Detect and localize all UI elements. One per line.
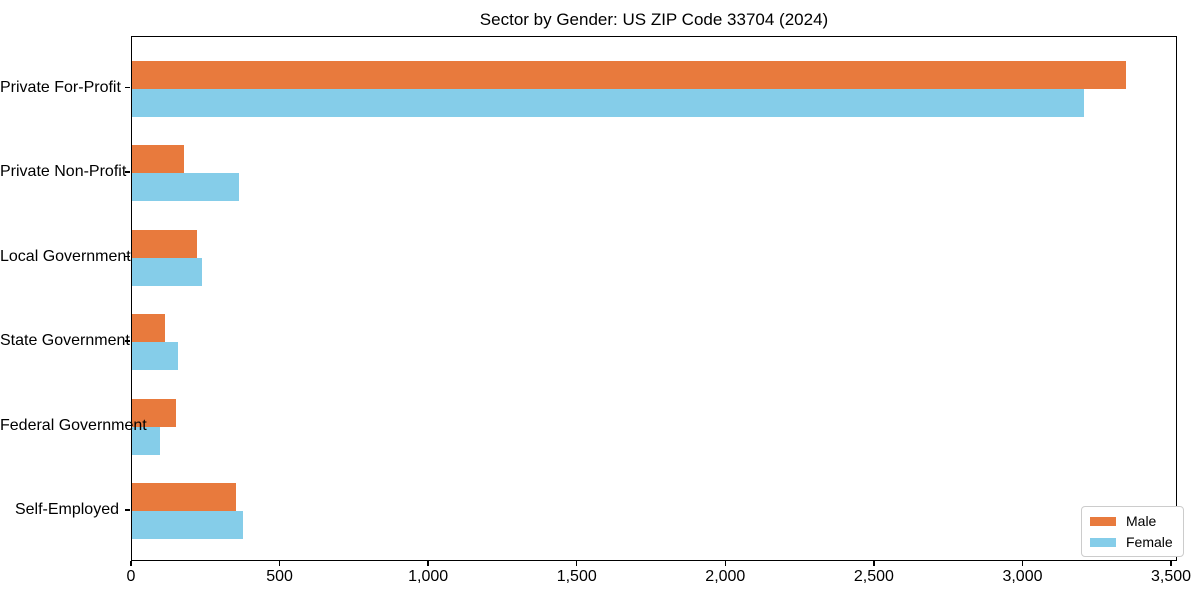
y-tick-mark	[125, 424, 130, 427]
x-tick-mark	[278, 561, 281, 566]
bar-female-1	[132, 173, 239, 201]
bar-female-5	[132, 511, 244, 539]
y-tick-mark	[125, 340, 130, 342]
x-tick-label: 3,000	[1002, 568, 1043, 585]
y-tick-mark	[125, 171, 130, 173]
legend-label-male: Male	[1126, 513, 1157, 529]
bar-female-3	[132, 342, 178, 370]
bar-male-3	[132, 314, 165, 342]
y-category-label: Private For-Profit	[0, 78, 121, 96]
chart-title: Sector by Gender: US ZIP Code 33704 (202…	[479, 10, 829, 29]
x-tick-mark	[130, 561, 132, 566]
x-tick-label: 1,000	[408, 568, 449, 585]
bar-male-1	[132, 145, 184, 173]
female-color-swatch	[1090, 537, 1116, 547]
y-category-label: Federal Government	[0, 416, 147, 434]
bar-male-0	[132, 60, 1126, 89]
y-category-label: Self-Employed	[14, 501, 119, 518]
male-color-swatch	[1090, 516, 1116, 526]
x-tick-label: 1,500	[556, 568, 597, 585]
x-tick-mark	[427, 561, 429, 566]
y-tick-mark	[125, 86, 130, 89]
x-tick-label: 2,000	[705, 568, 746, 585]
bar-female-2	[132, 257, 202, 286]
bar-male-2	[132, 229, 198, 258]
x-tick-mark	[1170, 561, 1172, 566]
legend-item-female: Female	[1090, 534, 1173, 550]
legend: Male Female	[1081, 506, 1184, 557]
x-tick-mark	[575, 561, 578, 566]
y-category-label: Private Non-Profit	[0, 163, 127, 180]
y-category-label: State Government	[0, 332, 130, 349]
x-tick-mark	[724, 561, 727, 566]
bar-female-4	[132, 426, 161, 455]
x-tick-label: 3,500	[1151, 568, 1192, 585]
x-tick-label: 0	[126, 568, 136, 585]
plot-area	[131, 36, 1177, 561]
legend-item-male: Male	[1090, 513, 1173, 529]
y-category-label: Local Government	[0, 247, 131, 265]
y-tick-mark	[125, 509, 130, 511]
bar-male-5	[132, 483, 236, 511]
x-tick-label: 2,500	[853, 568, 894, 585]
x-tick-label: 500	[266, 568, 293, 585]
y-tick-mark	[125, 255, 130, 258]
bar-female-0	[132, 88, 1085, 117]
x-tick-mark	[1021, 561, 1024, 566]
legend-label-female: Female	[1126, 534, 1173, 550]
x-tick-mark	[873, 561, 875, 566]
bar-male-4	[132, 398, 177, 427]
